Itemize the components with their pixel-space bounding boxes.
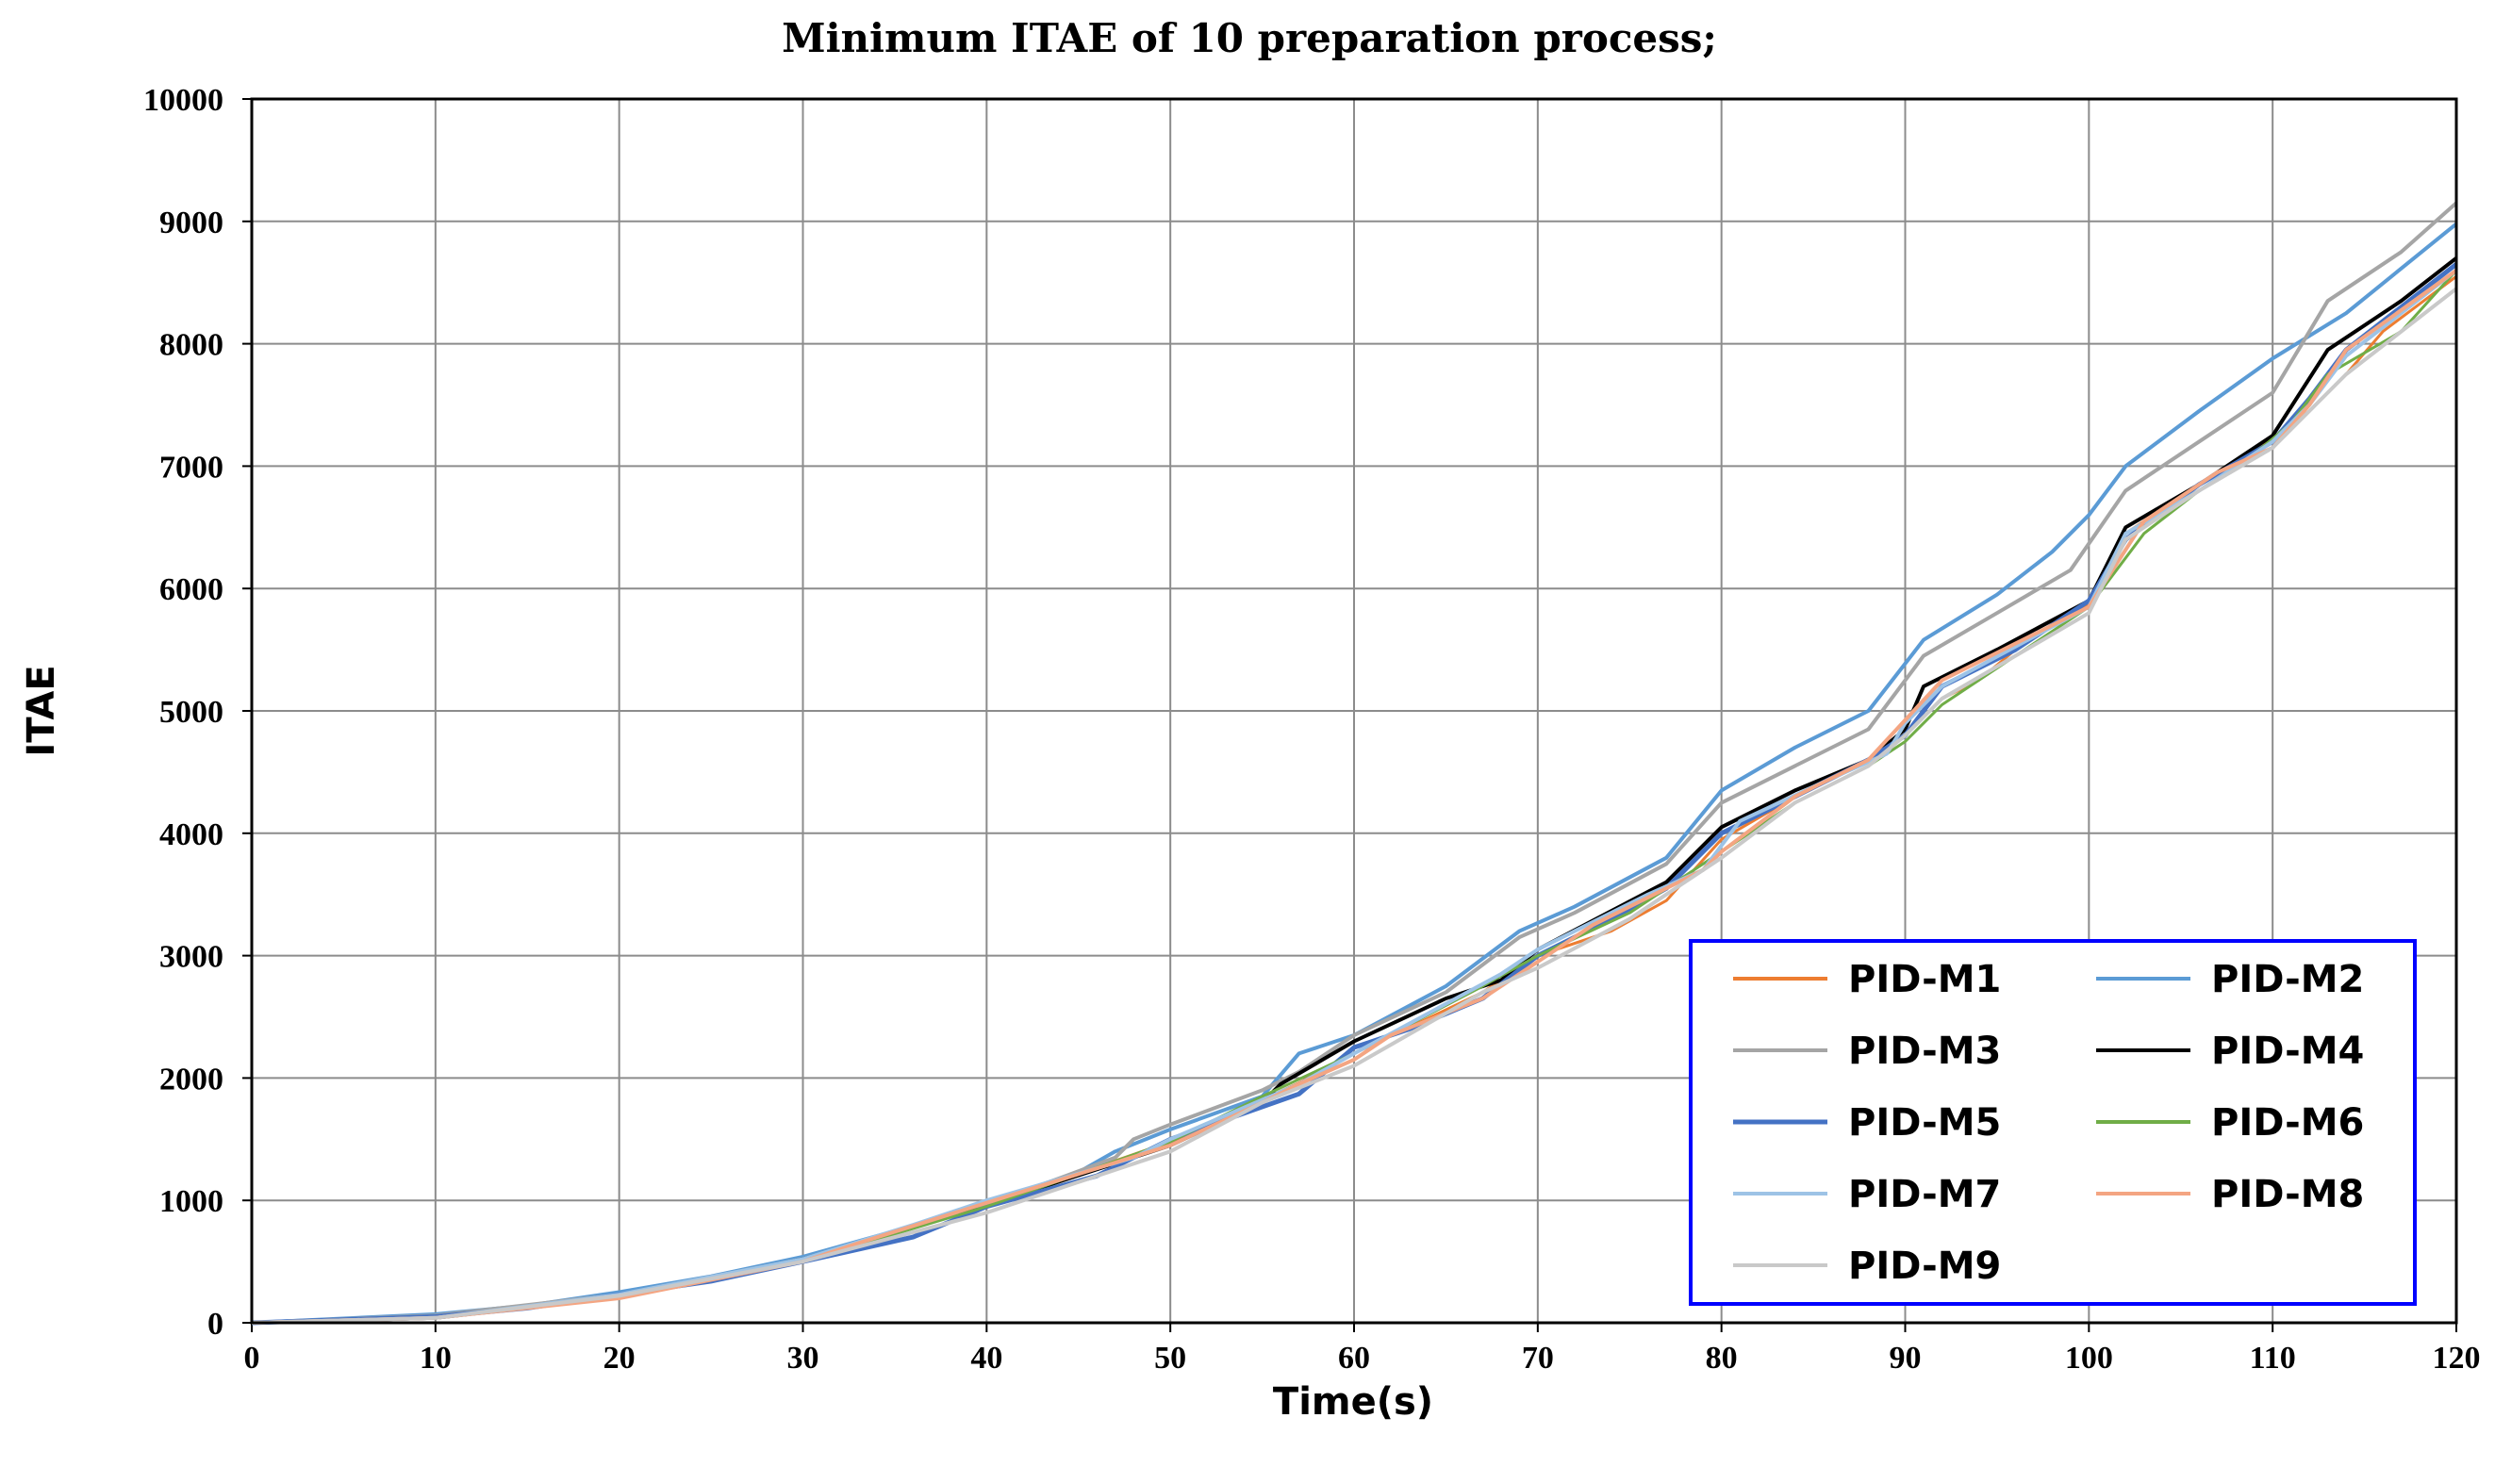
legend-label-pid-m6: PID-M6 xyxy=(2211,1101,2364,1145)
y-tick-label: 4000 xyxy=(159,817,223,852)
y-tick-label: 3000 xyxy=(159,940,223,975)
y-tick-label: 1000 xyxy=(159,1184,223,1219)
y-tick-label: 2000 xyxy=(159,1062,223,1097)
legend-label-pid-m2: PID-M2 xyxy=(2211,958,2364,1001)
x-tick-label: 20 xyxy=(603,1341,636,1376)
plot-area-border xyxy=(250,97,2458,1325)
x-tick-label: 100 xyxy=(2065,1341,2113,1376)
legend-label-pid-m7: PID-M7 xyxy=(1848,1173,2001,1216)
x-tick-label: 60 xyxy=(1338,1341,1370,1376)
legend-label-pid-m5: PID-M5 xyxy=(1848,1101,2001,1145)
y-tick-label: 5000 xyxy=(159,695,223,730)
x-tick-label: 0 xyxy=(244,1341,260,1376)
x-tick-label: 50 xyxy=(1154,1341,1186,1376)
legend-label-pid-m9: PID-M9 xyxy=(1848,1245,2001,1288)
x-tick-label: 70 xyxy=(1522,1341,1554,1376)
x-tick-labels: 0 10 20 30 40 50 60 70 80 90 100 110 120 xyxy=(244,1341,2481,1376)
x-tick-label: 80 xyxy=(1706,1341,1738,1376)
legend-label-pid-m3: PID-M3 xyxy=(1848,1030,2001,1073)
y-tick-label: 9000 xyxy=(159,206,223,240)
x-tick-label: 120 xyxy=(2433,1341,2481,1376)
legend-label-pid-m4: PID-M4 xyxy=(2211,1030,2364,1073)
legend-label-pid-m1: PID-M1 xyxy=(1848,958,2001,1001)
x-tick-label: 30 xyxy=(787,1341,819,1376)
x-tick-label: 110 xyxy=(2250,1341,2296,1376)
y-tick-label: 0 xyxy=(207,1307,223,1342)
y-tick-label: 8000 xyxy=(159,328,223,363)
y-tick-label: 10000 xyxy=(143,83,223,118)
chart-title: Minimum ITAE of 10 preparation process; xyxy=(782,15,1717,61)
y-tick-labels: 0 1000 2000 3000 4000 5000 6000 7000 8000 9000 100… xyxy=(143,83,223,1342)
y-tick-label: 7000 xyxy=(159,450,223,485)
legend: PID-M1 PID-M2 PID-M3 PID-M4 PID-M5 PID-M6 PID-… xyxy=(1689,939,2417,1306)
series-line-pid-m9 xyxy=(251,287,2458,1325)
x-tick-label: 40 xyxy=(970,1341,1002,1376)
legend-label-pid-m8: PID-M8 xyxy=(2211,1173,2364,1216)
x-axis-label: Time(s) xyxy=(1273,1380,1433,1424)
x-tick-label: 10 xyxy=(420,1341,452,1376)
y-tick-label: 6000 xyxy=(159,572,223,607)
series-line-pid-m2 xyxy=(251,222,2458,1325)
series-lines xyxy=(251,201,2458,1326)
series-line-pid-m8 xyxy=(251,269,2458,1325)
y-axis-label: ITAE xyxy=(20,665,63,756)
x-tick-label: 90 xyxy=(1890,1341,1922,1376)
